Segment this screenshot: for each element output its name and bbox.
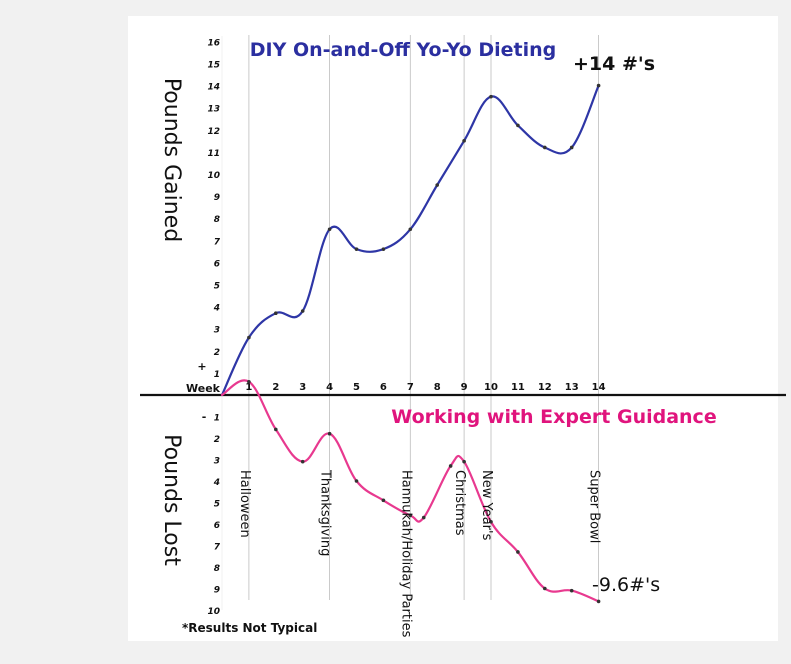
- end-label-expert: -9.6#'s: [592, 574, 660, 596]
- y-tick-lost: 4: [213, 478, 220, 488]
- plus-sign: +: [197, 360, 206, 373]
- point-expert: [354, 479, 359, 483]
- x-tick-label: 9: [461, 382, 468, 393]
- point-diy: [569, 145, 574, 150]
- x-tick-label: 4: [326, 382, 333, 393]
- minus-sign: -: [202, 411, 207, 424]
- point-expert: [516, 550, 520, 554]
- event-label: Thanksgiving: [318, 469, 333, 556]
- y-tick-gained: 6: [214, 259, 220, 269]
- y-tick-lost: 1: [214, 414, 220, 424]
- y-tick-lost: 5: [214, 500, 220, 510]
- y-tick-gained: 4: [213, 304, 220, 314]
- x-tick-label: 1: [245, 382, 252, 393]
- y-axis-label-lost: Pounds Lost: [159, 434, 184, 566]
- point-expert: [274, 427, 278, 432]
- event-label: Super Bowl: [587, 470, 602, 543]
- point-expert: [381, 498, 386, 503]
- y-tick-gained: 9: [214, 193, 220, 203]
- y-tick-gained: 7: [214, 237, 221, 247]
- point-expert: [543, 586, 547, 591]
- x-tick-label: 10: [484, 382, 498, 393]
- point-expert: [462, 459, 466, 464]
- point-diy: [247, 335, 251, 340]
- point-diy: [435, 183, 440, 187]
- y-tick-lost: 3: [214, 457, 220, 467]
- point-expert: [489, 520, 493, 524]
- event-label: Hannukah/Holiday Parties: [398, 470, 413, 638]
- paper-background: [128, 16, 778, 641]
- y-tick-lost: 10: [207, 607, 220, 617]
- y-tick-gained: 10: [207, 171, 220, 181]
- y-tick-lost: 9: [214, 586, 220, 596]
- y-tick-gained: 11: [207, 149, 220, 159]
- y-tick-gained: 2: [214, 348, 220, 358]
- point-diy: [300, 309, 305, 313]
- x-tick-label: 5: [353, 382, 360, 393]
- y-tick-lost: 7: [214, 543, 221, 553]
- x-tick-label: 8: [434, 382, 441, 393]
- x-tick-label: 14: [592, 382, 606, 393]
- x-axis-word: Week: [186, 382, 221, 395]
- point-diy: [596, 83, 601, 88]
- footnote: *Results Not Typical: [182, 621, 317, 635]
- x-tick-label: 7: [407, 382, 414, 393]
- y-tick-gained: 1: [214, 370, 220, 380]
- series-line-expert: [220, 379, 600, 603]
- y-tick-gained: 12: [207, 127, 220, 137]
- y-tick-gained: 8: [214, 215, 220, 225]
- y-tick-lost: 2: [214, 435, 220, 445]
- event-label: Christmas: [452, 470, 467, 536]
- x-tick-label: 2: [272, 382, 279, 393]
- y-tick-gained: 15: [207, 61, 220, 71]
- y-tick-gained: 3: [214, 326, 220, 336]
- x-tick-label: 11: [511, 382, 525, 393]
- point-expert: [448, 464, 453, 468]
- point-diy: [462, 139, 466, 143]
- x-tick-label: 3: [299, 382, 306, 393]
- x-tick-label: 13: [565, 382, 579, 393]
- point-diy: [327, 227, 332, 232]
- series-title-diy: DIY On-and-Off Yo-Yo Dieting: [250, 39, 557, 61]
- series-title-expert: Working with Expert Guidance: [391, 406, 716, 428]
- point-expert: [300, 459, 305, 464]
- point-expert: [247, 379, 251, 384]
- point-diy: [516, 123, 520, 128]
- y-tick-gained: 13: [207, 105, 220, 115]
- point-diy: [543, 145, 547, 150]
- point-diy: [408, 227, 413, 232]
- point-expert: [327, 431, 332, 436]
- event-label: Halloween: [237, 470, 252, 538]
- y-tick-lost: 6: [214, 521, 220, 531]
- point-expert: [596, 599, 601, 604]
- point-expert: [421, 515, 426, 520]
- point-diy: [381, 247, 386, 251]
- end-label-diy: +14 #'s: [573, 53, 655, 75]
- y-axis-label-gained: Pounds Gained: [159, 78, 184, 242]
- point-expert: [408, 513, 413, 518]
- y-tick-lost: 8: [214, 564, 220, 574]
- point-diy: [274, 311, 278, 316]
- point-diy: [489, 94, 493, 99]
- point-diy: [354, 247, 359, 251]
- x-tick-label: 6: [380, 382, 387, 393]
- point-expert: [569, 588, 574, 593]
- y-tick-gained: 14: [207, 83, 220, 93]
- y-tick-gained: 5: [214, 282, 220, 292]
- y-tick-gained: 16: [207, 38, 220, 48]
- event-label: New Year's: [479, 470, 494, 541]
- x-tick-label: 12: [538, 382, 552, 393]
